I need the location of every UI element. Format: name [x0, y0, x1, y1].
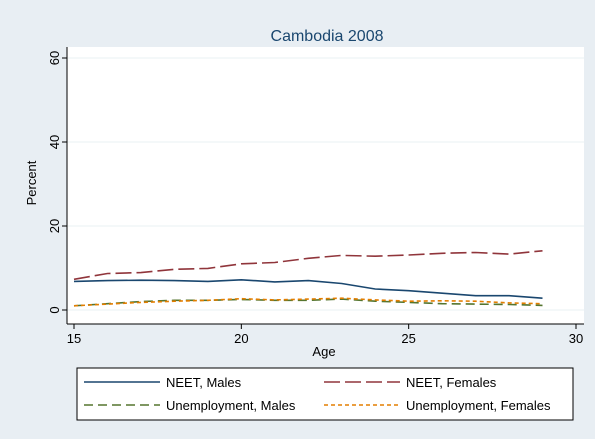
plot-area — [67, 47, 584, 324]
legend-label-3: Unemployment, Females — [406, 398, 551, 413]
series-lines — [73, 250, 543, 307]
legend-label-1: NEET, Females — [406, 375, 497, 390]
axes: 0 20 40 60 15 20 25 30 — [47, 47, 584, 346]
y-tick-label-3: 60 — [47, 51, 62, 65]
series-line-3 — [73, 297, 543, 307]
series-line-1 — [73, 250, 543, 281]
plot-background — [67, 47, 584, 324]
legend-label-0: NEET, Males — [166, 375, 242, 390]
y-tick-label-0: 0 — [47, 306, 62, 313]
gridlines — [67, 57, 584, 311]
y-tick-label-2: 40 — [47, 135, 62, 149]
x-tick-label-0: 15 — [67, 331, 81, 346]
x-tick-label-1: 20 — [234, 331, 248, 346]
series-line-2 — [73, 298, 543, 307]
y-axis-label: Percent — [24, 160, 39, 205]
legend-label-2: Unemployment, Males — [166, 398, 296, 413]
x-tick-label-2: 25 — [401, 331, 415, 346]
x-axis-label: Age — [312, 344, 335, 359]
legend: NEET, Males NEET, Females Unemployment, Ma… — [76, 367, 574, 421]
series-line-0 — [73, 278, 543, 299]
y-tick-label-1: 20 — [47, 219, 62, 233]
chart-title: Cambodia 2008 — [271, 28, 384, 45]
x-tick-label-3: 30 — [569, 331, 583, 346]
legend-box — [76, 367, 574, 421]
